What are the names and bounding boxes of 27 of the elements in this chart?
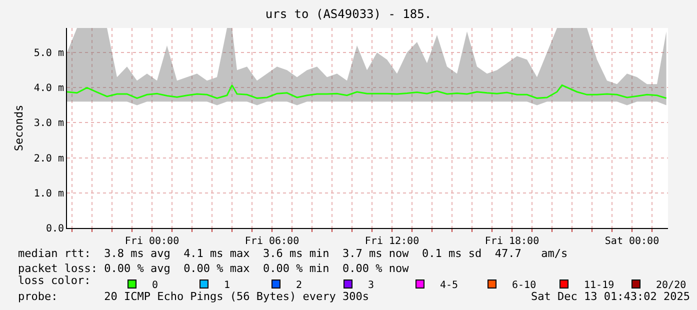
y-tick-label: 1.0 m (34, 188, 64, 200)
text: probe: 20 ICMP Echo Pings (56 Bytes) every 300s (18, 290, 369, 303)
x-tick-label: Fri 00:00 (124, 236, 180, 247)
legend-label: 11-19 (584, 280, 614, 291)
x-tick-label: Fri 18:00 (484, 236, 540, 247)
y-tick-label: 0.0 (46, 224, 64, 234)
legend-label: 2 (296, 280, 302, 291)
legend-label: 6-10 (512, 280, 536, 291)
text: Sat Dec 13 01:43:02 2025 (531, 290, 690, 303)
legend-title: loss color: (18, 274, 104, 287)
y-tick-label: 2.0 m (34, 153, 64, 164)
y-tick-label: 3.0 m (34, 118, 64, 130)
legend-label: 3 (368, 280, 374, 291)
text: packet loss: 0.00 % avg 0.00 % max 0.00 % min 0.00 % now (18, 262, 410, 275)
y-tick-label: 5.0 m (34, 48, 64, 60)
y-tick-label: 4.0 m (34, 83, 64, 94)
legend-label: 1 (224, 280, 230, 291)
text: median rtt: 3.8 ms avg 4.1 ms max 3.6 ms min 3.7 ms now 0.1 ms sd 47.7 am/s (18, 247, 568, 260)
line-series (67, 84, 668, 99)
legend-label: 20/20 (656, 280, 686, 291)
legend-label: 0 (152, 280, 158, 291)
chart-title: urs to (AS49033) - 185. (265, 7, 432, 22)
x-tick-label: Fri 12:00 (364, 236, 420, 247)
legend-label: 4-5 (440, 280, 458, 291)
x-tick-label: Fri 06:00 (244, 236, 300, 247)
x-tick-label: Sat 00:00 (604, 236, 660, 247)
y-axis-title: Seconds (12, 104, 26, 152)
